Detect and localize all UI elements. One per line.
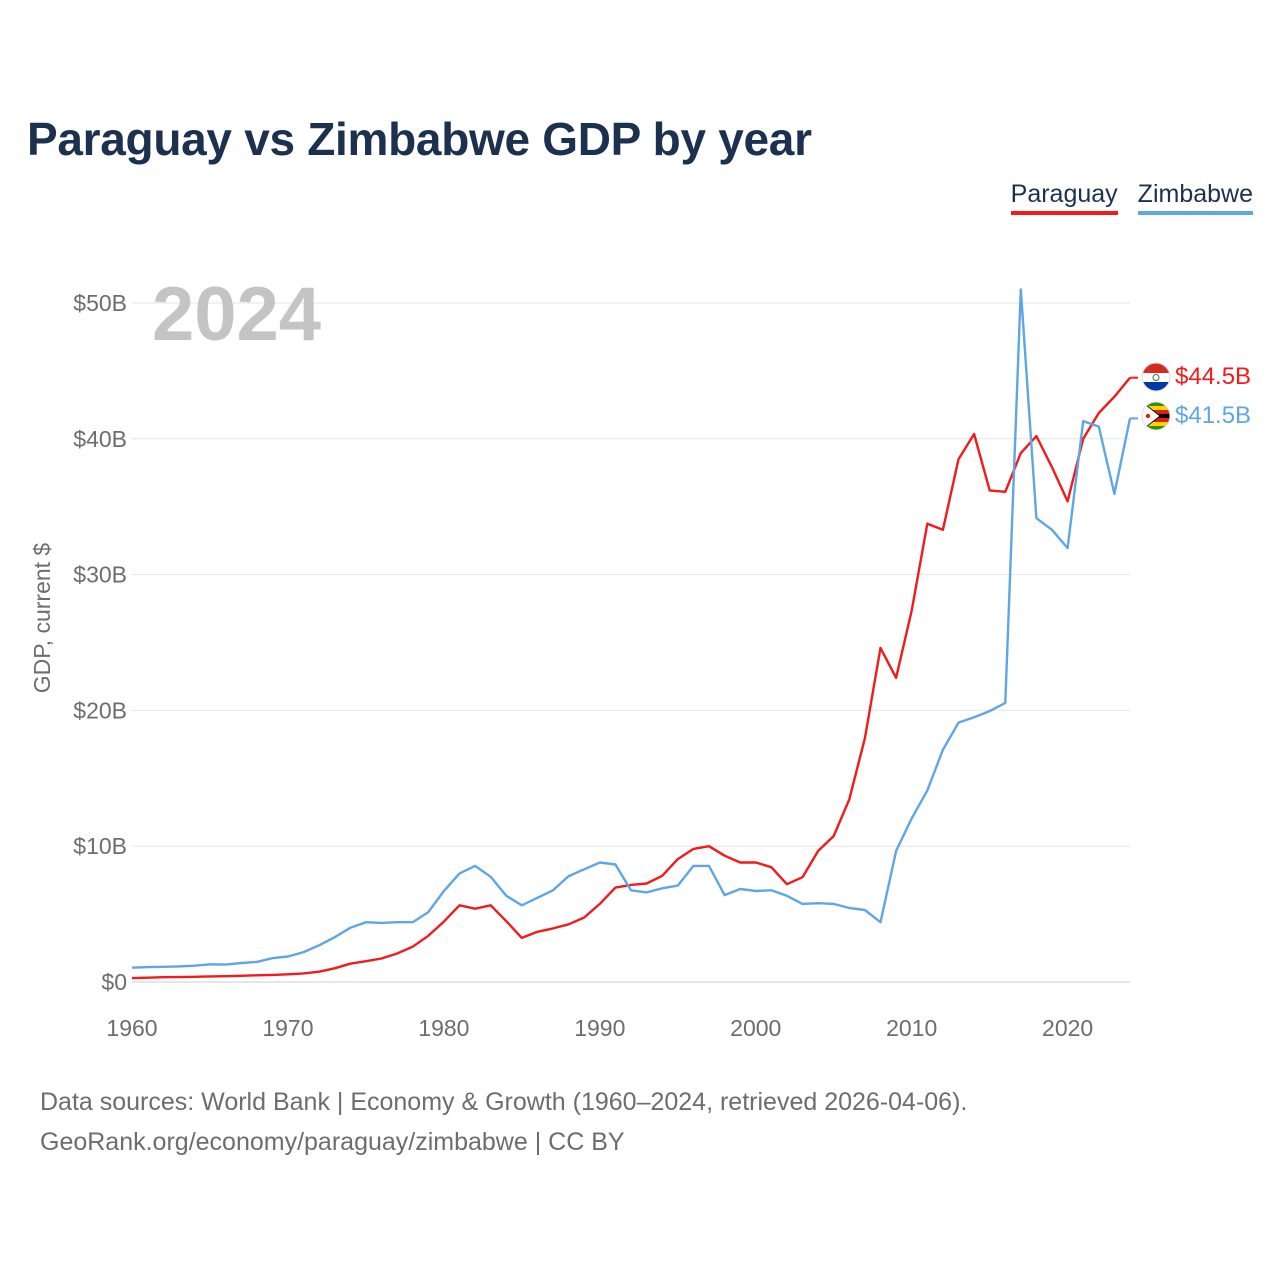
- y-axis-label: GDP, current $: [29, 543, 55, 694]
- x-tick-label: 1990: [574, 1015, 625, 1041]
- y-tick-label: $10B: [73, 833, 127, 859]
- x-tick-label: 1970: [262, 1015, 313, 1041]
- x-tick-label: 1960: [106, 1015, 157, 1041]
- x-tick-label: 2020: [1042, 1015, 1093, 1041]
- series-line-zimbabwe[interactable]: [131, 288, 1132, 969]
- grid-lines: [132, 302, 1130, 983]
- legend-item-zimbabwe[interactable]: Zimbabwe: [1137, 180, 1253, 215]
- series-lines: [131, 288, 1138, 980]
- chart-title: Paraguay vs Zimbabwe GDP by year: [27, 113, 812, 165]
- y-tick-label: $40B: [73, 426, 127, 452]
- x-tick-label: 1980: [418, 1015, 469, 1041]
- paraguay-flag-icon: [1141, 362, 1171, 392]
- series-line-paraguay[interactable]: [131, 376, 1131, 980]
- legend: Paraguay Zimbabwe: [1010, 180, 1253, 215]
- y-axis-ticks: $0 $10B $20B $30B $40B $50B: [73, 290, 127, 995]
- year-watermark: 2024: [152, 272, 321, 357]
- source-line-2[interactable]: GeoRank.org/economy/paraguay/zimbabwe | …: [40, 1128, 625, 1156]
- zimbabwe-flag-icon: [1141, 401, 1171, 431]
- zimbabwe-end-value: $41.5B: [1175, 402, 1251, 429]
- x-axis-ticks: 1960 1970 1980 1990 2000 2010 2020: [106, 1015, 1093, 1041]
- source-line-1: Data sources: World Bank | Economy & Gro…: [40, 1088, 968, 1116]
- legend-item-paraguay[interactable]: Paraguay: [1010, 180, 1118, 215]
- x-tick-label: 2000: [730, 1015, 781, 1041]
- source-note: Data sources: World Bank | Economy & Gro…: [40, 1082, 967, 1162]
- y-tick-label: $0: [101, 969, 127, 995]
- x-tick-label: 2010: [886, 1015, 937, 1041]
- y-tick-label: $50B: [73, 290, 127, 316]
- y-tick-label: $30B: [73, 562, 127, 588]
- paraguay-end-value: $44.5B: [1175, 363, 1251, 390]
- y-tick-label: $20B: [73, 697, 127, 723]
